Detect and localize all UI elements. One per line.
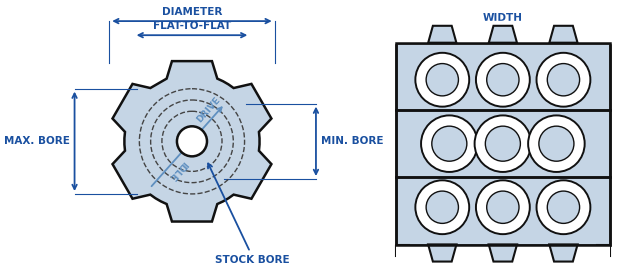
Text: IDLE: IDLE — [167, 158, 189, 181]
Text: STOCK BORE: STOCK BORE — [215, 255, 289, 265]
Circle shape — [426, 64, 458, 96]
Polygon shape — [396, 43, 610, 245]
Circle shape — [486, 64, 519, 96]
Circle shape — [475, 115, 531, 172]
Polygon shape — [489, 26, 517, 43]
Circle shape — [476, 180, 530, 234]
Circle shape — [547, 191, 580, 223]
Circle shape — [426, 191, 458, 223]
Polygon shape — [549, 26, 577, 43]
Polygon shape — [428, 26, 456, 43]
Circle shape — [485, 126, 520, 161]
Polygon shape — [428, 245, 456, 262]
Text: DRIVE: DRIVE — [195, 95, 223, 124]
Circle shape — [486, 191, 519, 223]
Text: WIDTH: WIDTH — [483, 13, 523, 23]
Circle shape — [547, 64, 580, 96]
Circle shape — [536, 53, 590, 107]
Polygon shape — [549, 26, 577, 43]
Circle shape — [432, 126, 467, 161]
Text: MAX. BORE: MAX. BORE — [4, 136, 70, 146]
Polygon shape — [396, 24, 610, 43]
Polygon shape — [489, 245, 517, 262]
Circle shape — [476, 53, 530, 107]
Text: FLAT-TO-FLAT: FLAT-TO-FLAT — [153, 22, 231, 31]
Text: MIN. BORE: MIN. BORE — [321, 136, 383, 146]
Polygon shape — [428, 26, 456, 43]
Circle shape — [421, 115, 477, 172]
Polygon shape — [113, 61, 271, 221]
Polygon shape — [489, 26, 517, 43]
Text: DIAMETER: DIAMETER — [162, 7, 222, 17]
Circle shape — [536, 180, 590, 234]
Polygon shape — [396, 245, 610, 263]
Polygon shape — [489, 245, 517, 262]
Polygon shape — [549, 245, 577, 262]
Polygon shape — [549, 245, 577, 262]
Circle shape — [415, 53, 469, 107]
Circle shape — [415, 180, 469, 234]
Circle shape — [528, 115, 585, 172]
Polygon shape — [428, 245, 456, 262]
Circle shape — [177, 126, 207, 156]
Circle shape — [539, 126, 574, 161]
